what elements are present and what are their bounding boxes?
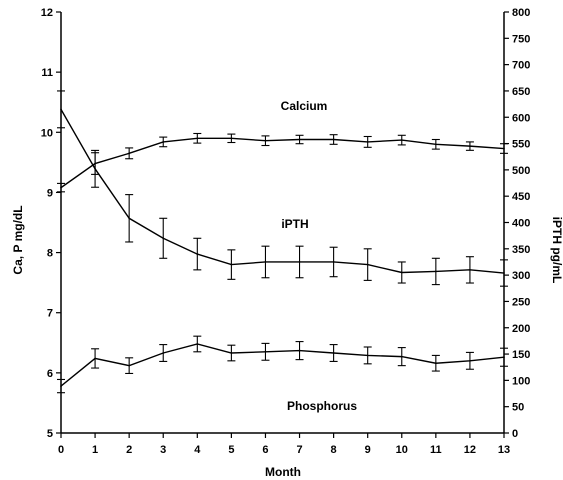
data-point-phosphorus — [298, 349, 301, 352]
x-tick-label: 8 — [331, 444, 337, 456]
y-right-tick-label: 800 — [512, 7, 530, 19]
data-point-calcium — [264, 139, 267, 142]
y-left-tick-label: 11 — [41, 67, 53, 79]
x-tick-label: 6 — [262, 444, 268, 456]
data-point-phosphorus — [196, 343, 199, 345]
label-calcium: Calcium — [281, 99, 328, 113]
label-ipth: iPTH — [281, 217, 308, 231]
y-right-tick-label: 500 — [512, 165, 530, 177]
y-right-tick-label: 700 — [512, 60, 530, 72]
data-point-phosphorus — [503, 356, 505, 359]
y-right-tick-label: 750 — [512, 33, 530, 45]
data-point-ipth — [503, 272, 505, 274]
data-point-calcium — [196, 137, 199, 140]
data-point-ipth — [298, 261, 301, 263]
data-point-phosphorus — [230, 352, 233, 354]
x-tick-label: 12 — [464, 444, 476, 456]
y-right-tick-label: 550 — [512, 139, 530, 151]
data-point-ipth — [196, 253, 199, 255]
x-tick-label: 13 — [498, 444, 510, 456]
data-point-ipth — [435, 270, 437, 273]
data-point-calcium — [469, 145, 471, 147]
y-right-tick-label: 600 — [512, 112, 530, 124]
y-left-tick-label: 9 — [47, 187, 53, 199]
data-point-calcium — [435, 143, 437, 146]
y-left-tick-label: 6 — [47, 368, 53, 380]
data-point-calcium — [128, 152, 130, 155]
x-tick-label: 4 — [194, 444, 201, 456]
x-tick-label: 1 — [92, 444, 98, 456]
label-phosphorus: Phosphorus — [287, 399, 357, 413]
data-point-ipth — [469, 269, 471, 271]
data-point-calcium — [503, 147, 505, 150]
data-point-phosphorus — [400, 355, 403, 358]
data-point-calcium — [400, 139, 403, 141]
y-right-tick-label: 0 — [512, 428, 518, 440]
y-left-tick-label: 8 — [47, 248, 53, 260]
data-point-ipth — [94, 168, 96, 170]
y-right-tick-label: 300 — [512, 270, 530, 282]
series-line-ipth — [60, 109, 505, 274]
y-left-tick-label: 12 — [41, 7, 53, 19]
y-right-tick-label: 350 — [512, 244, 530, 256]
data-point-phosphorus — [366, 354, 369, 357]
y-right-tick-label: 650 — [512, 86, 530, 98]
data-point-phosphorus — [435, 362, 437, 365]
data-point-calcium — [366, 141, 369, 143]
y-left-tick-label: 5 — [47, 428, 53, 440]
data-point-phosphorus — [94, 357, 96, 360]
data-point-calcium — [60, 186, 62, 189]
y-right-tick-label: 50 — [512, 402, 524, 414]
data-point-ipth — [400, 271, 403, 274]
data-point-ipth — [230, 263, 233, 266]
data-point-ipth — [332, 261, 335, 263]
x-tick-label: 2 — [126, 444, 132, 456]
x-tick-label: 10 — [396, 444, 408, 456]
y-right-tick-label: 250 — [512, 296, 530, 308]
x-tick-label: 9 — [365, 444, 371, 456]
data-point-ipth — [264, 261, 267, 263]
y-right-tick-label: 150 — [512, 349, 530, 361]
ticks-group: 5678910111205010015020025030035040045050… — [41, 7, 531, 456]
y-left-tick-label: 10 — [41, 127, 53, 139]
data-point-phosphorus — [469, 360, 471, 362]
x-tick-label: 0 — [58, 444, 64, 456]
x-tick-label: 7 — [296, 444, 302, 456]
y-axis-right-title: iPTH pg/mL — [550, 217, 563, 284]
data-point-ipth — [60, 108, 62, 111]
data-point-phosphorus — [162, 352, 165, 354]
y-right-tick-label: 100 — [512, 375, 530, 387]
data-point-ipth — [366, 263, 369, 266]
data-point-calcium — [230, 137, 233, 140]
y-left-tick-label: 7 — [47, 308, 53, 320]
series-group — [57, 90, 508, 394]
y-right-tick-label: 450 — [512, 191, 530, 203]
data-point-phosphorus — [128, 364, 130, 367]
data-point-phosphorus — [60, 385, 62, 387]
series-line-calcium — [60, 137, 505, 189]
y-right-tick-label: 400 — [512, 218, 530, 230]
series-line-phosphorus — [60, 343, 505, 387]
x-tick-label: 11 — [430, 444, 442, 456]
x-tick-label: 5 — [228, 444, 234, 456]
x-tick-label: 3 — [160, 444, 166, 456]
x-axis-title: Month — [265, 465, 301, 479]
data-point-ipth — [128, 217, 130, 220]
data-point-calcium — [298, 138, 301, 141]
data-point-ipth — [162, 237, 165, 240]
data-point-phosphorus — [264, 351, 267, 353]
y-right-tick-label: 200 — [512, 323, 530, 335]
data-point-calcium — [332, 138, 335, 141]
data-point-phosphorus — [332, 352, 335, 354]
data-point-calcium — [162, 141, 165, 143]
y-axis-left-title: Ca, P mg/dL — [11, 205, 25, 274]
